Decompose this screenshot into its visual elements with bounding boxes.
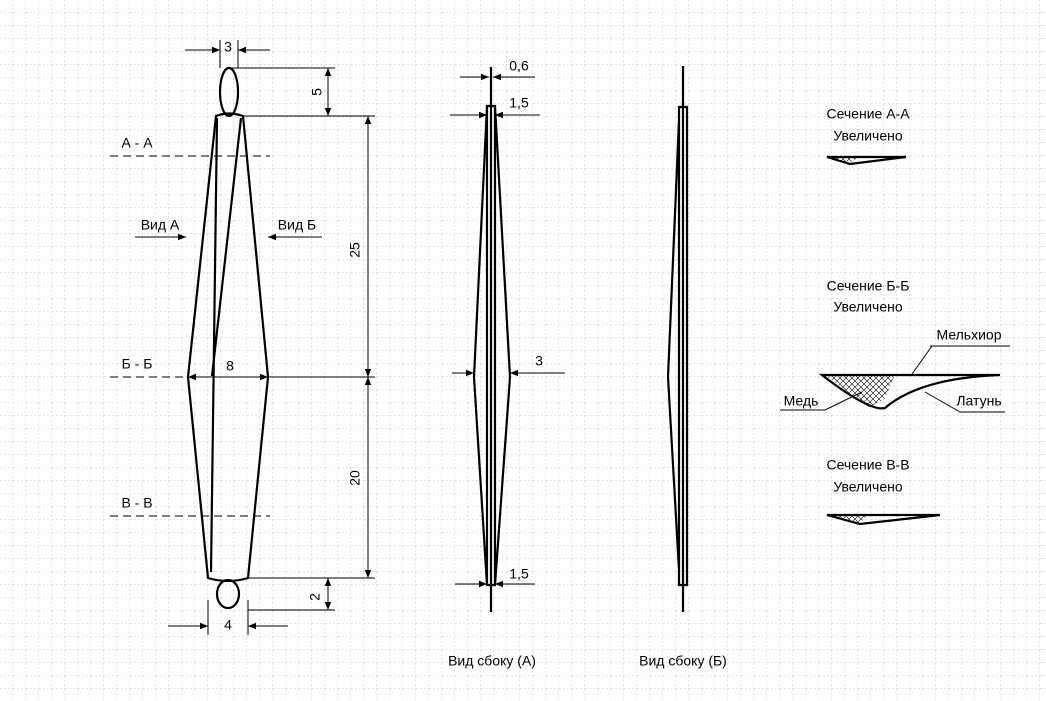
- side-view-a: 0,6 1,5 3 1,5 Вид сбоку (А): [448, 58, 565, 669]
- dim: 1,5: [509, 95, 529, 111]
- side-view-b: Вид сбоку (Б): [639, 66, 727, 669]
- caption: Вид сбоку (А): [448, 653, 536, 669]
- dim: 25: [347, 242, 363, 258]
- section-title: Сечение В-В: [826, 457, 909, 473]
- section-title: Сечение А-А: [826, 106, 910, 122]
- section-mark: В - В: [121, 495, 152, 511]
- dim: 1,5: [509, 566, 529, 582]
- dim: 2: [307, 593, 323, 601]
- section-mark: Б - Б: [122, 356, 153, 372]
- front-view: 3 5 25 8 20 2 4 А - А Б - Б В - В Вид А …: [110, 39, 375, 635]
- material-label: Латунь: [956, 393, 1001, 409]
- caption: Вид сбоку (Б): [639, 653, 727, 669]
- dim: 3: [535, 353, 543, 369]
- view-label: Вид А: [141, 217, 180, 233]
- view-label: Вид Б: [278, 217, 316, 233]
- section-mark: А - А: [121, 135, 153, 151]
- dim: 0,6: [509, 58, 529, 74]
- sections: Сечение А-А Увеличено Сечение Б-Б Увелич…: [780, 106, 1010, 526]
- dim: 4: [224, 617, 232, 633]
- material-label: Мельхиор: [937, 327, 1002, 343]
- section-note: Увеличено: [833, 128, 903, 144]
- dim: 5: [309, 88, 325, 96]
- dim: 8: [226, 358, 234, 374]
- section-note: Увеличено: [833, 299, 903, 315]
- dim: 3: [224, 39, 232, 55]
- section-note: Увеличено: [833, 479, 903, 495]
- section-title: Сечение Б-Б: [827, 278, 910, 294]
- material-label: Медь: [784, 393, 819, 409]
- dim: 20: [347, 470, 363, 486]
